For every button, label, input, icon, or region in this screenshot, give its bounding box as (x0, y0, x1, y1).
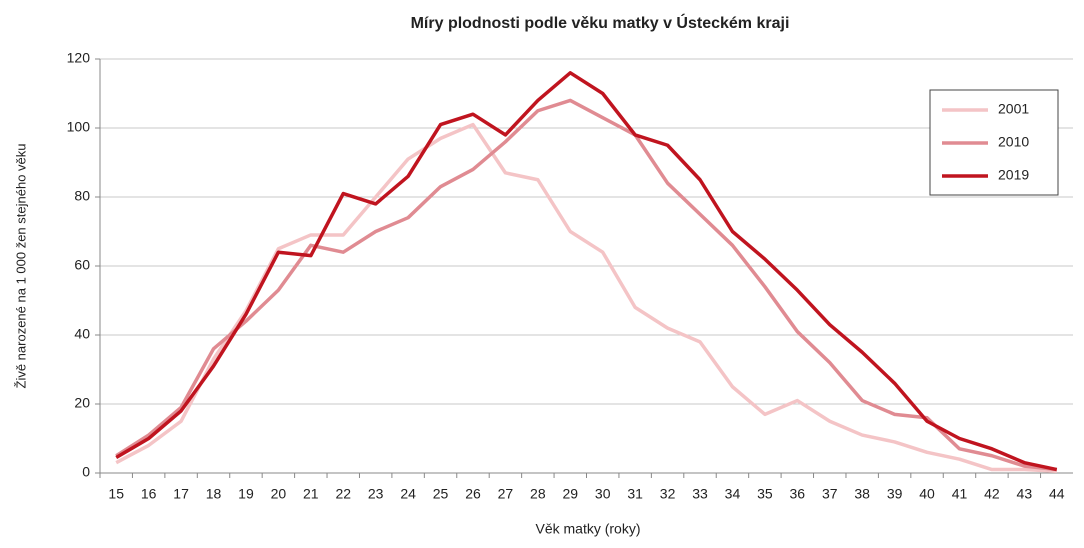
x-tick-label: 16 (141, 486, 157, 502)
x-axis-label: Věk matky (roky) (535, 521, 640, 537)
x-tick-label: 26 (465, 486, 481, 502)
x-tick-label: 25 (433, 486, 449, 502)
y-tick-label: 120 (67, 50, 91, 66)
y-tick-label: 60 (74, 257, 90, 273)
x-tick-label: 29 (562, 486, 578, 502)
x-tick-label: 23 (368, 486, 384, 502)
x-tick-label: 34 (725, 486, 741, 502)
y-tick-label: 0 (82, 464, 90, 480)
x-tick-label: 21 (303, 486, 319, 502)
x-tick-label: 31 (627, 486, 643, 502)
legend-label: 2010 (998, 134, 1029, 150)
x-tick-label: 28 (530, 486, 546, 502)
y-tick-label: 100 (67, 119, 91, 135)
series-line (115, 122, 1057, 474)
x-tick-label: 22 (335, 486, 351, 502)
x-tick-label: 32 (660, 486, 676, 502)
x-tick-label: 35 (757, 486, 773, 502)
y-tick-label: 40 (74, 326, 90, 342)
x-tick-label: 24 (400, 486, 416, 502)
y-tick-label: 20 (74, 395, 90, 411)
x-tick-label: 44 (1049, 486, 1065, 502)
x-tick-label: 27 (498, 486, 514, 502)
x-tick-label: 40 (919, 486, 935, 502)
x-tick-label: 43 (1017, 486, 1033, 502)
series-line (115, 98, 1057, 472)
x-tick-label: 39 (887, 486, 903, 502)
x-tick-label: 30 (595, 486, 611, 502)
y-axis-label: Živě narozené na 1 000 žen stejného věku (13, 143, 28, 388)
x-tick-label: 36 (790, 486, 806, 502)
x-tick-label: 18 (206, 486, 222, 502)
y-tick-label: 80 (74, 188, 90, 204)
x-tick-label: 17 (173, 486, 189, 502)
x-tick-label: 41 (952, 486, 968, 502)
x-tick-label: 15 (108, 486, 124, 502)
legend-label: 2001 (998, 101, 1029, 117)
x-tick-label: 33 (692, 486, 708, 502)
series-line (115, 71, 1058, 472)
x-tick-label: 37 (822, 486, 838, 502)
x-tick-label: 42 (984, 486, 1000, 502)
chart-title: Míry plodnosti podle věku matky v Ústeck… (411, 13, 790, 32)
x-tick-label: 38 (854, 486, 870, 502)
x-tick-label: 19 (238, 486, 254, 502)
legend-label: 2019 (998, 167, 1029, 183)
x-tick-label: 20 (271, 486, 287, 502)
